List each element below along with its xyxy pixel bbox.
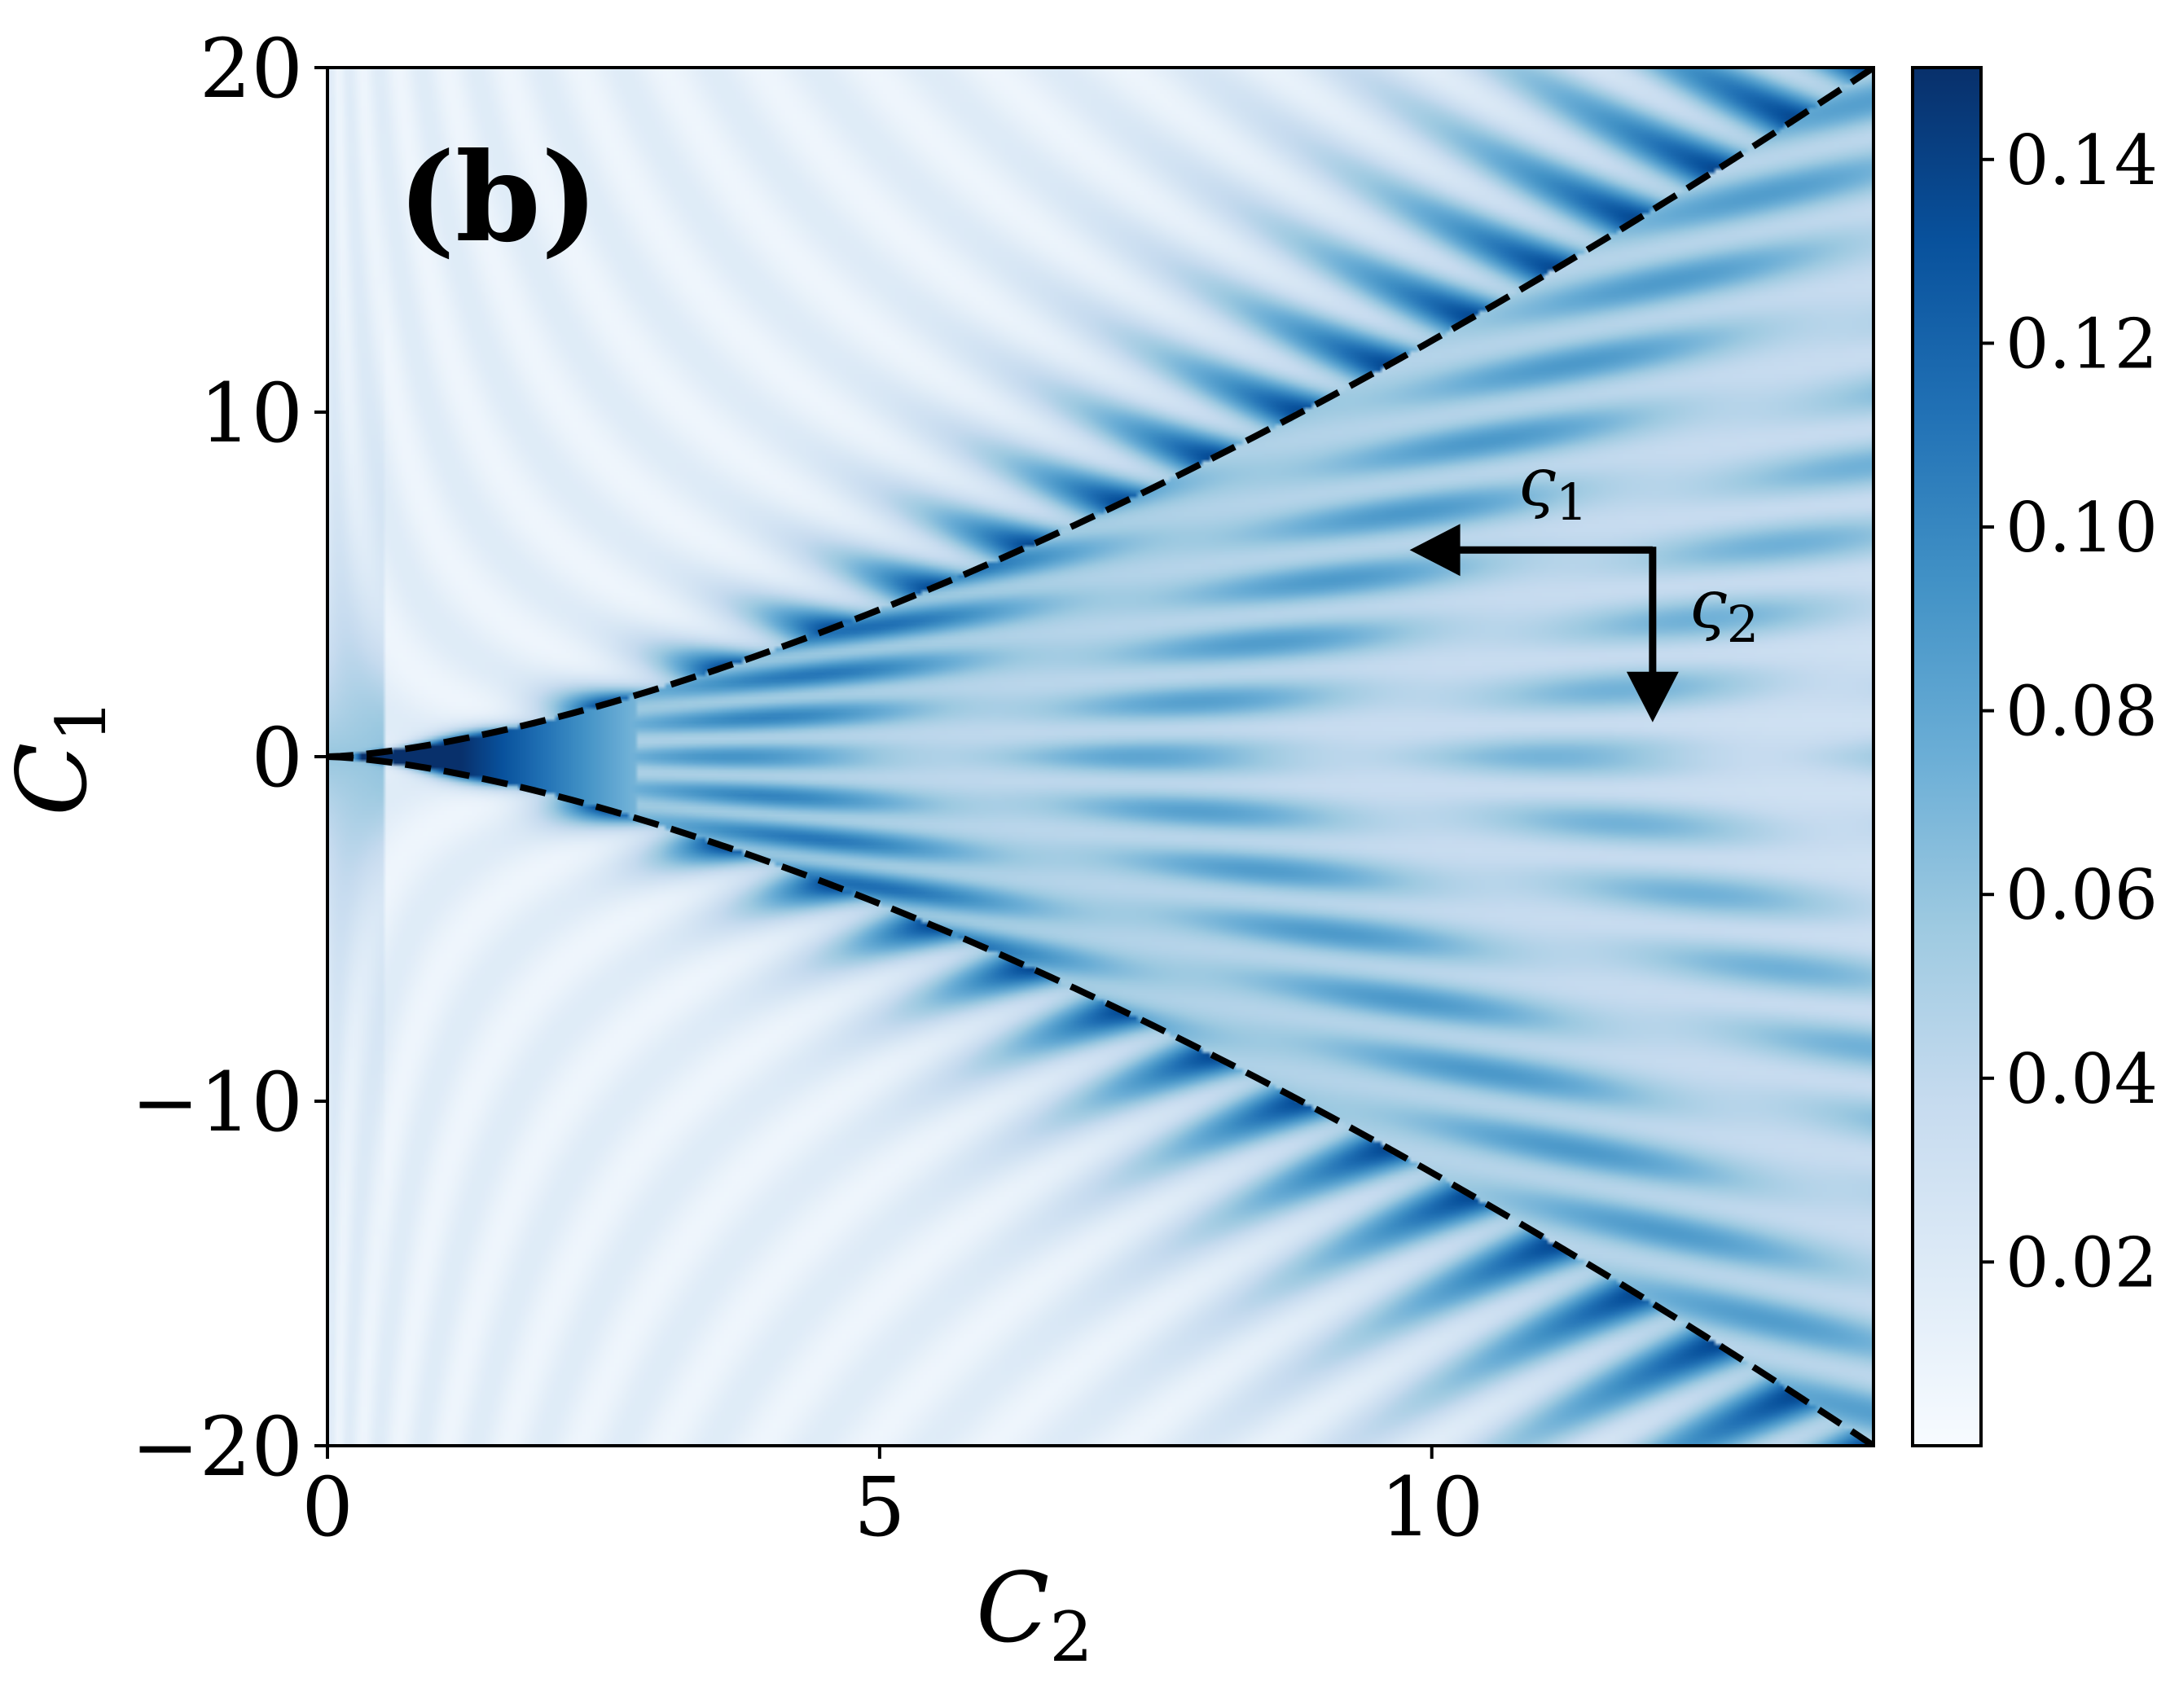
- colorbar-tick-label: 0.04: [2005, 1039, 2158, 1119]
- colorbar-tick-label: 0.02: [2005, 1223, 2158, 1302]
- x-tick-label: 0: [301, 1460, 354, 1555]
- colorbar: [1911, 66, 1983, 1447]
- colorbar-tick-label: 0.12: [2005, 304, 2158, 384]
- varsigma1-arrowhead: [1409, 524, 1461, 577]
- colorbar-tick-label: 0.06: [2005, 855, 2158, 935]
- y-tick-label: −20: [131, 1399, 303, 1495]
- y-tick-label: 0: [251, 710, 303, 806]
- y-axis-label: C1: [0, 699, 121, 816]
- y-tick-label: 20: [200, 21, 303, 116]
- y-axis-ticks: 20 10 0 −10 −20: [131, 21, 327, 1495]
- colorbar-tick-label: 0.14: [2005, 121, 2158, 200]
- panel-label: (b): [398, 126, 599, 270]
- colorbar-ticks: 0.14 0.12 0.10 0.08 0.06 0.04 0.02: [1981, 121, 2158, 1302]
- varsigma2-label: ς2: [1689, 566, 1759, 654]
- heatmap-canvas: [327, 68, 1873, 1446]
- x-tick-label: 5: [854, 1460, 906, 1555]
- colorbar-tick-label: 0.08: [2005, 672, 2158, 752]
- y-tick-label: −10: [131, 1055, 303, 1150]
- varsigma2-arrowhead: [1626, 671, 1679, 722]
- x-axis-ticks: 0 5 10: [301, 1446, 1483, 1555]
- y-tick-label: 10: [200, 366, 303, 461]
- x-tick-label: 10: [1380, 1460, 1483, 1555]
- varsigma1-label: ς1: [1518, 444, 1588, 532]
- annotation-arrows: ς1 ς2: [1409, 444, 1759, 722]
- colorbar-tick-label: 0.10: [2005, 488, 2158, 568]
- x-axis-label: C2: [976, 1552, 1093, 1677]
- heatmap-image: [327, 68, 1873, 1446]
